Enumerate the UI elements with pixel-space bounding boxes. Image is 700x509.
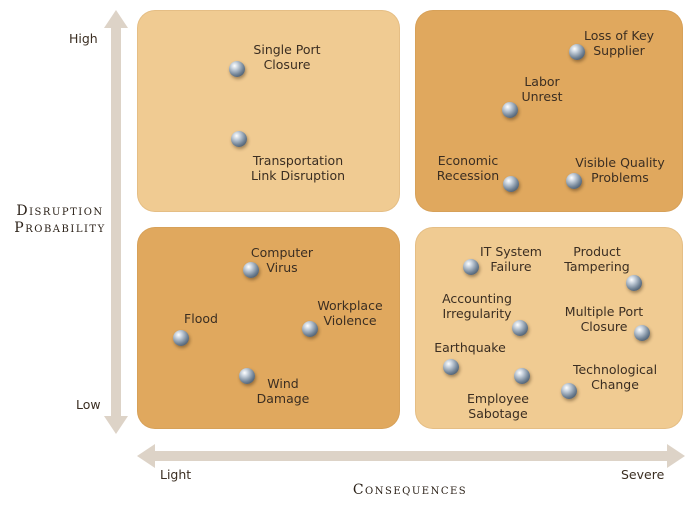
visible-quality-problems-marker [566, 173, 582, 189]
product-tampering-label: Product Tampering [564, 244, 630, 274]
transportation-link-disruption-label-line2: Link Disruption [250, 168, 346, 183]
workplace-violence-label: Workplace Violence [317, 298, 382, 328]
y-axis-high-label: High [69, 31, 98, 46]
single-port-closure-label-line1: Single Port [253, 42, 321, 57]
transportation-link-disruption-marker [231, 131, 247, 147]
loss-of-key-supplier-marker [569, 44, 585, 60]
flood-label-line1: Flood [184, 311, 218, 326]
multiple-port-closure-label: Multiple Port Closure [565, 304, 643, 334]
transportation-link-disruption-label: Transportation Link Disruption [251, 153, 345, 183]
workplace-violence-label-line2: Violence [323, 313, 377, 328]
quadrant-high-probability-light-consequence [137, 10, 400, 212]
accounting-irregularity-label-line1: Accounting [442, 291, 512, 306]
earthquake-label: Earthquake [434, 340, 506, 355]
flood-label: Flood [184, 311, 218, 326]
technological-change-label-line2: Change [591, 377, 639, 392]
visible-quality-problems-label-line2: Problems [591, 170, 649, 185]
it-system-failure-label-line1: IT System [480, 244, 542, 259]
x-axis-light-label: Light [160, 467, 192, 482]
economic-recession-label-line1: Economic [437, 153, 499, 168]
loss-of-key-supplier-label-line1: Loss of Key [583, 28, 655, 43]
quadrant-high-probability-severe-consequence [415, 10, 683, 212]
technological-change-label-line1: Technological [572, 362, 658, 377]
labor-unrest-marker [502, 102, 518, 118]
workplace-violence-marker [302, 321, 318, 337]
employee-sabotage-label-line1: Employee [467, 391, 529, 406]
it-system-failure-label-line2: Failure [490, 259, 532, 274]
multiple-port-closure-marker [634, 325, 650, 341]
visible-quality-problems-label-line1: Visible Quality [575, 155, 665, 170]
it-system-failure-marker [463, 259, 479, 275]
economic-recession-marker [503, 176, 519, 192]
labor-unrest-label: Labor Unrest [521, 74, 562, 104]
product-tampering-marker [626, 275, 642, 291]
labor-unrest-label-line2: Unrest [521, 89, 563, 104]
employee-sabotage-label: Employee Sabotage [467, 391, 529, 421]
it-system-failure-label: IT System Failure [480, 244, 542, 274]
single-port-closure-marker [229, 61, 245, 77]
wind-damage-marker [239, 368, 255, 384]
earthquake-label-line1: Earthquake [434, 340, 506, 355]
computer-virus-label-line2: Virus [266, 260, 298, 275]
x-axis-severe-label: Severe [621, 467, 665, 482]
technological-change-label: Technological Change [573, 362, 657, 392]
multiple-port-closure-label-line2: Closure [580, 319, 628, 334]
accounting-irregularity-label: Accounting Irregularity [442, 291, 512, 321]
product-tampering-label-line1: Product [573, 244, 621, 259]
wind-damage-label-line1: Wind [267, 376, 299, 391]
quadrant-low-probability-light-consequence [137, 227, 400, 429]
technological-change-marker [561, 383, 577, 399]
x-axis-title: Consequences [352, 482, 468, 498]
product-tampering-label-line2: Tampering [564, 259, 630, 274]
computer-virus-label-line1: Computer [250, 245, 314, 260]
y-axis-title: Disruption Probability [8, 203, 112, 237]
labor-unrest-label-line1: Labor [524, 74, 560, 89]
employee-sabotage-marker [514, 368, 530, 384]
y-axis-low-label: Low [76, 397, 101, 412]
flood-marker [173, 330, 189, 346]
accounting-irregularity-label-line2: Irregularity [442, 306, 512, 321]
computer-virus-label: Computer Virus [251, 245, 313, 275]
earthquake-marker [443, 359, 459, 375]
workplace-violence-label-line1: Workplace [317, 298, 383, 313]
economic-recession-label: Economic Recession [437, 153, 499, 183]
wind-damage-label: Wind Damage [257, 376, 310, 406]
computer-virus-marker [243, 262, 259, 278]
x-axis-arrow [137, 444, 685, 468]
loss-of-key-supplier-label: Loss of Key Supplier [584, 28, 654, 58]
single-port-closure-label: Single Port Closure [253, 42, 320, 72]
economic-recession-label-line2: Recession [436, 168, 500, 183]
multiple-port-closure-label-line1: Multiple Port [564, 304, 644, 319]
accounting-irregularity-marker [512, 320, 528, 336]
loss-of-key-supplier-label-line2: Supplier [593, 43, 645, 58]
single-port-closure-label-line2: Closure [263, 57, 311, 72]
transportation-link-disruption-label-line1: Transportation [252, 153, 344, 168]
employee-sabotage-label-line2: Sabotage [468, 406, 528, 421]
wind-damage-label-line2: Damage [256, 391, 310, 406]
y-axis-title-line1: Disruption [16, 203, 104, 219]
y-axis-arrow [104, 10, 128, 434]
y-axis-title-line2: Probability [14, 220, 106, 236]
visible-quality-problems-label: Visible Quality Problems [575, 155, 664, 185]
